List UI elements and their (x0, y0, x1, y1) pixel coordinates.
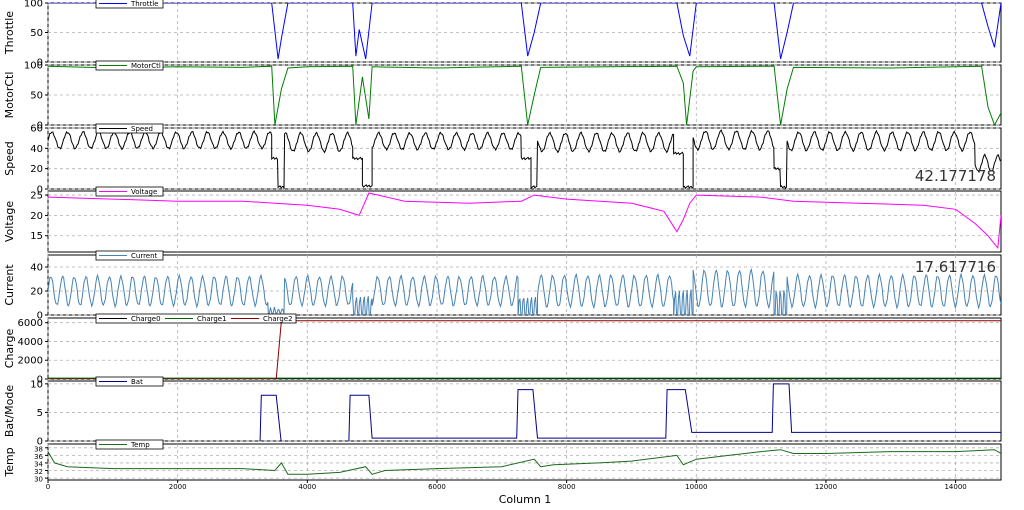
y-tick-label: 6000 (18, 318, 43, 329)
x-tick-label: 14000 (944, 483, 966, 491)
legend: Temp (95, 439, 164, 450)
series-line-voltage (48, 192, 1001, 250)
y-tick-label: 38 (34, 445, 43, 453)
y-tick-label: 36 (34, 453, 43, 461)
y-tick-label: 25 (30, 191, 43, 202)
y-axis-label: Voltage (3, 201, 16, 242)
legend-entry-label: Charge1 (197, 315, 227, 323)
y-tick-label: 100 (24, 61, 43, 72)
x-tick-label: 8000 (558, 483, 576, 491)
y-tick-label: 10 (30, 379, 43, 390)
y-tick-label: 30 (34, 476, 43, 484)
panel-frame (47, 317, 1002, 380)
legend: Current (95, 250, 164, 261)
legend: Speed (95, 123, 164, 134)
x-axis-title: Column 1 (499, 493, 552, 506)
legend-entry-label: MotorCtl (131, 62, 161, 70)
legend-entry-label: Charge0 (131, 315, 161, 323)
y-axis-label: MotorCtl (3, 72, 16, 119)
legend-box (95, 313, 297, 324)
y-tick-label: 0 (37, 375, 43, 386)
legend-box (95, 376, 164, 387)
panel-6: 0 5 10 Bat/Mode Bat (3, 376, 1002, 448)
y-tick-label: 0 (37, 121, 43, 132)
panel-0: 0 50 100 Throttle Throttle (3, 0, 1002, 69)
legend-box (95, 186, 164, 197)
legend-entry-label: Charge2 (263, 315, 293, 323)
legend: MotorCtl (95, 60, 164, 71)
legend: Throttle (95, 0, 164, 9)
x-tick-label: 0 (46, 483, 50, 491)
value-readout: 42.177178 (915, 167, 996, 185)
x-tick-label: 4000 (298, 483, 316, 491)
series-line-temp (48, 449, 1001, 475)
y-tick-label: 20 (30, 287, 43, 298)
y-tick-label: 4000 (18, 337, 43, 348)
panel-1: 0 50 100 MotorCtl MotorCtl (3, 60, 1002, 132)
legend-box (95, 250, 164, 261)
legend-entry-label: Voltage (131, 188, 157, 196)
value-readout: 17.617716 (915, 258, 996, 276)
legend-entry-label: Current (131, 252, 158, 260)
y-tick-label: 60 (30, 124, 43, 135)
y-tick-label: 34 (34, 460, 43, 468)
panel-frame (47, 380, 1002, 442)
y-tick-label: 15 (30, 231, 43, 242)
y-tick-label: 40 (30, 144, 43, 155)
x-tick-label: 6000 (428, 483, 446, 491)
y-tick-label: 20 (30, 164, 43, 175)
legend-entry-label: Temp (130, 441, 150, 449)
legend: Voltage (95, 186, 164, 197)
y-tick-label: 0 (37, 311, 43, 322)
legend-box (95, 0, 164, 9)
y-tick-label: 40 (30, 263, 43, 274)
series-line-bat (259, 383, 1001, 441)
panel-frame (47, 443, 1002, 481)
y-tick-label: 0 (37, 185, 43, 196)
legend-box (95, 60, 164, 71)
y-tick-label: 5 (37, 408, 43, 419)
y-tick-label: 0 (37, 437, 43, 448)
y-tick-label: 32 (34, 468, 43, 476)
legend-entry-label: Speed (131, 125, 153, 133)
legend: Charge0 Charge1 Charge2 (95, 313, 297, 324)
y-tick-label: 50 (30, 91, 43, 102)
x-tick-label: 2000 (169, 483, 187, 491)
x-axis: Column 1 0 2000 4000 6000 8000 10000 12000 1400… (46, 480, 967, 506)
legend-entry-label: Bat (131, 378, 143, 386)
x-tick-label: 12000 (815, 483, 837, 491)
y-axis-label: Temp (3, 447, 16, 477)
series-line-motorctl (48, 65, 1001, 125)
legend: Bat (95, 376, 164, 387)
panel-2: 0 20 40 60 Speed Speed 42.177178 (3, 123, 1002, 196)
y-tick-label: 0 (37, 58, 43, 69)
y-tick-label: 20 (30, 211, 43, 222)
panels-layer: 050100ThrottleThrottle050100MotorCtlMoto… (3, 0, 1002, 484)
panel-4: 0 20 40 Current Current 17.617716 (3, 250, 1002, 322)
legend-entry-label: Throttle (130, 0, 158, 8)
y-axis-label: Throttle (3, 11, 16, 55)
y-tick-label: 2000 (18, 356, 43, 367)
series-line-speed (48, 129, 1001, 189)
y-axis-label: Current (3, 264, 16, 306)
y-axis-label: Bat/Mode (3, 385, 16, 438)
series-line-throttle (48, 3, 1001, 60)
legend-box (95, 439, 164, 450)
y-axis-label: Speed (3, 141, 16, 175)
y-axis-label: Charge (3, 329, 16, 369)
y-tick-label: 50 (30, 28, 43, 39)
y-tick-label: 100 (24, 0, 43, 10)
panel-3: 15 20 25 Voltage Voltage (3, 186, 1002, 253)
x-tick-label: 10000 (685, 483, 707, 491)
series-line-current (48, 268, 1001, 315)
series-line-charge2 (48, 320, 1001, 379)
legend-box (95, 123, 164, 134)
